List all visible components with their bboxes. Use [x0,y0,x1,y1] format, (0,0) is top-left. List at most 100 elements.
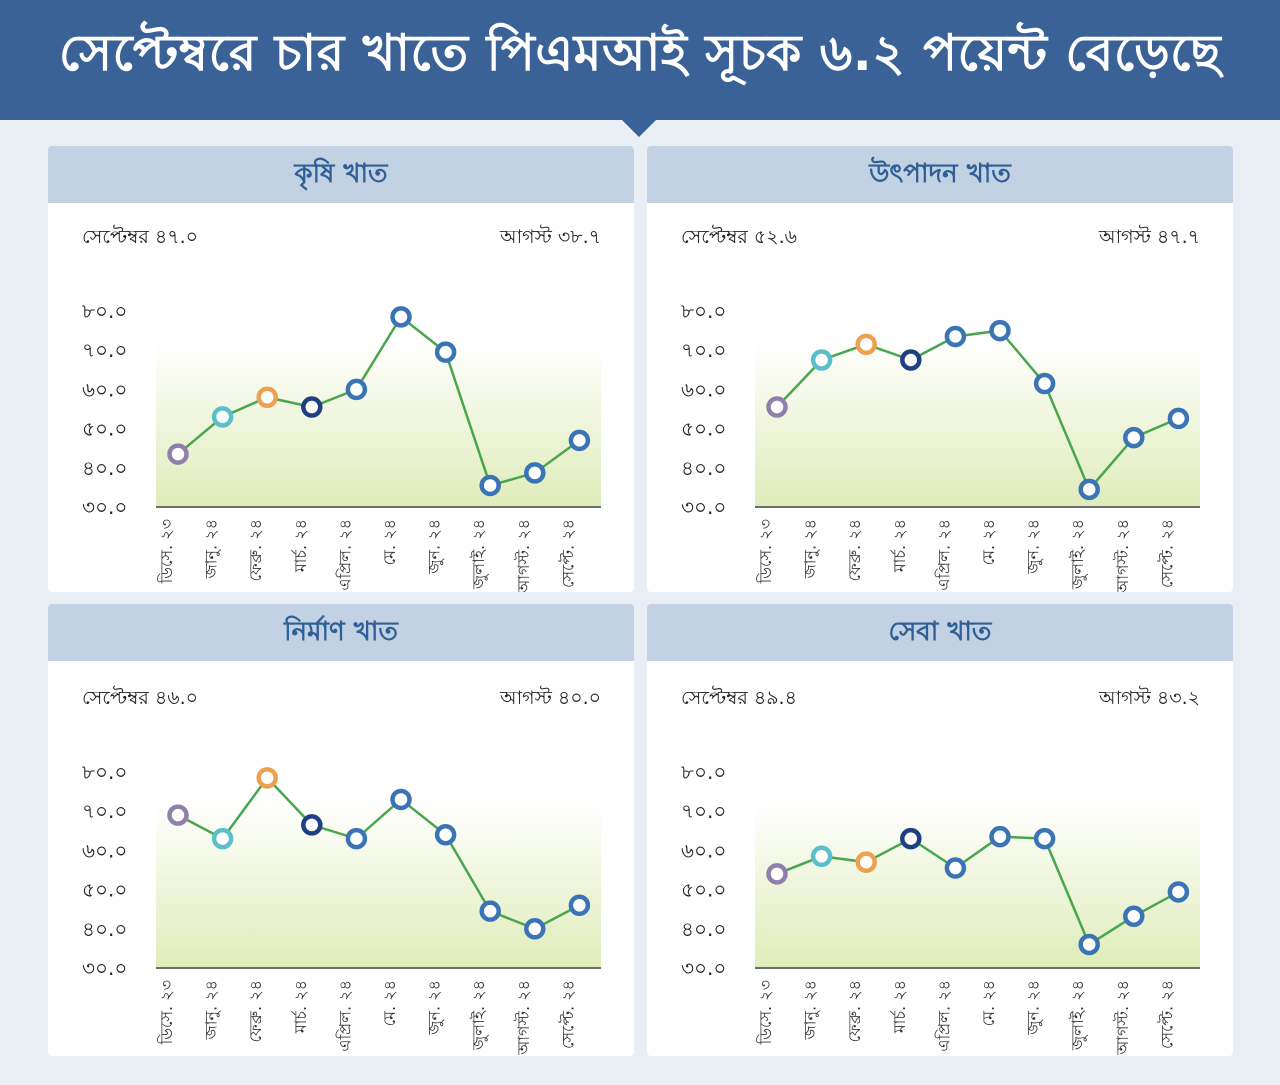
x-tick-label: আগস্ট. ২৪ [1113,519,1132,592]
data-point [479,474,501,497]
x-tick-label: জানু. ২৪ [202,519,221,579]
data-point [900,349,922,371]
data-point [211,406,234,428]
chart-construction: সেপ্টেম্বর ৪৬.০ আগস্ট ৪০.০ ৩০.০ ৪০.০ ৫০.০ ৬০.… [82,686,601,1056]
x-tick-label: এপ্রিল. ২৪ [934,980,953,1052]
data-point [1078,933,1100,956]
x-tick-label: সেপ্টে. ২৪ [558,980,577,1049]
x-tick-label: জানু. ২৪ [202,980,221,1040]
x-tick-label: ফেব্রু. ২৪ [845,519,864,581]
data-point [167,804,189,826]
data-point [810,349,833,371]
x-tick-label: ফেব্রু. ২৪ [246,519,265,581]
plot-area [755,801,1200,968]
y-tick-label: ৬০.০ [82,838,127,862]
y-tick-label: ৪০.০ [82,917,127,941]
y-tick-label: ৩০.০ [681,956,726,980]
panel-agriculture: কৃষি খাত সেপ্টেম্বর ৪৭.০ আগস্ট ৩৮.৭ ৩০.০ ৪০… [48,146,634,592]
chart-manufacturing: সেপ্টেম্বর ৫২.৬ আগস্ট ৪৭.৭ ৩০.০ ৪০.০ ৫০.০ ৬০.… [681,225,1200,592]
x-tick-label: জুন. ২৪ [1024,519,1044,575]
x-tick-label: জুলাই. ২৪ [1068,519,1088,590]
data-point [568,894,591,917]
y-tick-label: ৫০.০ [82,417,127,441]
data-point [855,851,877,873]
x-tick-label: মার্চ. ২৪ [890,980,909,1034]
data-point [301,396,323,418]
data-point [989,825,1011,848]
data-point [345,827,368,850]
data-point [1123,905,1145,928]
x-tick-label: জুন. ২৪ [1024,980,1044,1036]
x-tick-label: মে. ২৪ [380,519,399,565]
data-point [434,341,457,363]
august-value-label: আগস্ট ৪০.০ [499,686,601,709]
data-point [766,396,788,418]
x-tick-label: জুলাই. ২৪ [469,980,489,1051]
panel-construction: নির্মাণ খাত সেপ্টেম্বর ৪৬.০ আগস্ট ৪০.০ ৩০.… [48,604,634,1056]
y-tick-label: ৫০.০ [681,878,726,902]
data-point [766,863,788,885]
data-point [345,378,368,401]
x-tick-label: জানু. ২৪ [801,519,820,579]
y-tick-label: ৪০.০ [82,456,127,480]
x-tick-label: এপ্রিল. ২৪ [335,980,354,1052]
x-tick-label: ডিসে. ২৩ [756,980,775,1045]
data-point [211,827,234,850]
x-tick-label: সেপ্টে. ২৪ [1157,980,1176,1049]
chart-services: সেপ্টেম্বর ৪৯.৪ আগস্ট ৪৩.২ ৩০.০ ৪০.০ ৫০.০ ৬০.… [681,686,1200,1056]
x-tick-label: মার্চ. ২৪ [291,519,310,573]
data-point [1167,881,1190,903]
chart-agriculture: সেপ্টেম্বর ৪৭.০ আগস্ট ৩৮.৭ ৩০.০ ৪০.০ ৫০.০ ৬০.… [82,225,601,592]
y-tick-label: ৬০.০ [82,377,127,401]
data-point [479,900,501,922]
y-tick-label: ৮০.০ [681,299,726,323]
data-point [989,319,1011,342]
series-line [177,315,581,487]
y-tick-label: ৫০.০ [82,878,127,902]
data-point [1078,478,1100,501]
y-tick-label: ৭০.০ [681,799,726,823]
y-tick-label: ৮০.০ [82,760,127,784]
y-tick-label: ৫০.০ [681,417,726,441]
y-tick-label: ৪০.০ [681,917,726,941]
september-value-label: সেপ্টেম্বর ৪৯.৪ [681,686,797,709]
series-line [776,835,1179,947]
data-point [1033,372,1056,395]
banner-pointer [621,119,657,137]
y-tick-label: ৬০.০ [681,377,726,401]
y-tick-label: ৪০.০ [681,456,726,480]
data-point [568,429,591,452]
x-tick-label: সেপ্টে. ২৪ [1157,519,1176,588]
y-tick-label: ৩০.০ [82,956,127,980]
x-tick-label: মার্চ. ২৪ [890,519,909,573]
page-title: সেপ্টেম্বরে চার খাতে পিএমআই সূচক ৬.২ পয়… [58,23,1222,82]
september-value-label: সেপ্টেম্বর ৪৭.০ [82,225,198,248]
data-point [434,823,457,846]
data-point [301,814,323,836]
panel-title: নির্মাণ খাত [48,604,634,661]
x-tick-label: ডিসে. ২৩ [157,519,176,584]
data-point [1033,827,1056,850]
y-tick-label: ৭০.০ [681,338,726,362]
y-tick-label: ৭০.০ [82,799,127,823]
y-tick-label: ৮০.০ [681,760,726,784]
x-tick-label: ফেব্রু. ২৪ [845,980,864,1042]
data-point [256,767,278,789]
august-value-label: আগস্ট ৪৩.২ [1098,686,1200,709]
x-tick-label: মে. ২৪ [380,980,399,1026]
september-value-label: সেপ্টেম্বর ৫২.৬ [681,225,797,248]
x-tick-label: এপ্রিল. ২৪ [335,519,354,591]
x-tick-label: জুলাই. ২৪ [1068,980,1088,1051]
x-tick-label: ডিসে. ২৩ [157,980,176,1045]
x-tick-label: আগস্ট. ২৪ [514,519,533,592]
data-point [1167,407,1190,430]
series-line [177,775,580,931]
y-tick-label: ৩০.০ [82,495,127,519]
plot-area [755,340,1200,507]
x-tick-label: জানু. ২৪ [801,980,820,1040]
y-tick-label: ৩০.০ [681,495,726,519]
data-point [256,386,278,408]
plot-area [156,801,601,968]
series-line [776,329,1179,492]
panel-title: উৎপাদন খাত [647,146,1233,203]
